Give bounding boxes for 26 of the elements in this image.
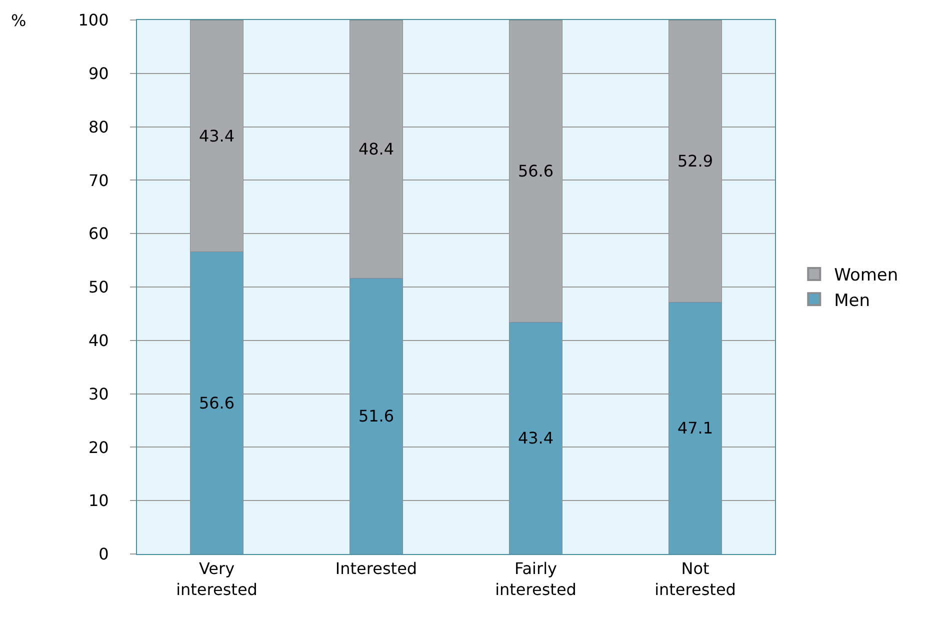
y-axis-title: % xyxy=(11,11,26,30)
x-tick-label: Interested xyxy=(335,559,418,578)
data-label: 48.4 xyxy=(358,140,394,159)
y-tick-label: 90 xyxy=(88,64,109,83)
y-tick-label: 60 xyxy=(88,224,109,244)
y-tick-label: 100 xyxy=(78,10,109,30)
y-tick-label: 80 xyxy=(88,117,109,136)
data-label: 43.4 xyxy=(518,428,554,448)
y-tick-label: 30 xyxy=(88,384,109,404)
y-tick-label: 20 xyxy=(88,438,109,457)
data-label: 51.6 xyxy=(358,406,394,426)
data-label: 43.4 xyxy=(198,126,235,146)
legend-label: Men xyxy=(834,290,870,311)
x-tick-label: Fairly interested xyxy=(495,559,576,599)
x-tick-label: Not interested xyxy=(654,559,736,599)
y-tick-label: 50 xyxy=(88,278,109,297)
data-label: 56.6 xyxy=(518,162,554,181)
y-tick-label: 70 xyxy=(88,170,109,190)
y-tick-label: 10 xyxy=(88,491,109,510)
y-tick-label: 0 xyxy=(98,544,109,564)
x-tick-label: Very interested xyxy=(176,559,258,599)
data-label: 56.6 xyxy=(198,393,235,412)
legend-label: Women xyxy=(834,266,898,286)
data-label: 47.1 xyxy=(677,418,714,438)
y-tick-label: 40 xyxy=(88,331,109,350)
data-label: 52.9 xyxy=(677,152,714,171)
